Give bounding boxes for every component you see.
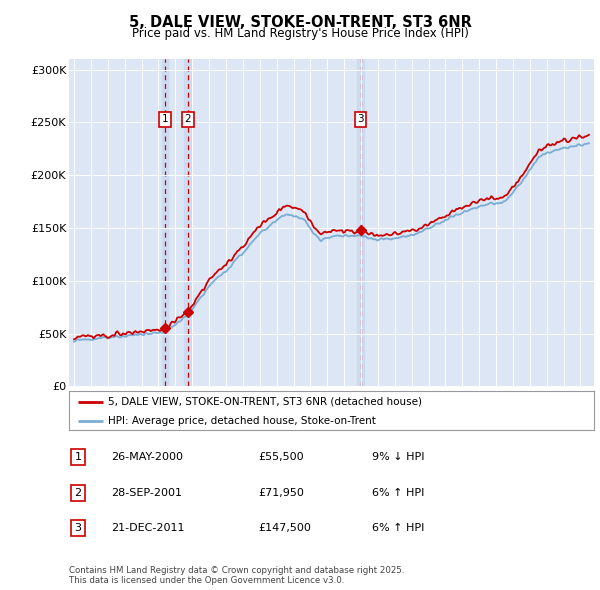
- Text: 21-DEC-2011: 21-DEC-2011: [111, 523, 185, 533]
- Text: 6% ↑ HPI: 6% ↑ HPI: [372, 488, 424, 497]
- Text: 3: 3: [357, 114, 364, 124]
- Text: £147,500: £147,500: [258, 523, 311, 533]
- Text: Contains HM Land Registry data © Crown copyright and database right 2025.
This d: Contains HM Land Registry data © Crown c…: [69, 566, 404, 585]
- Text: £71,950: £71,950: [258, 488, 304, 497]
- Text: £55,500: £55,500: [258, 453, 304, 462]
- Text: 5, DALE VIEW, STOKE-ON-TRENT, ST3 6NR (detached house): 5, DALE VIEW, STOKE-ON-TRENT, ST3 6NR (d…: [109, 396, 422, 407]
- Text: 28-SEP-2001: 28-SEP-2001: [111, 488, 182, 497]
- Text: 9% ↓ HPI: 9% ↓ HPI: [372, 453, 425, 462]
- Text: 6% ↑ HPI: 6% ↑ HPI: [372, 523, 424, 533]
- Text: HPI: Average price, detached house, Stoke-on-Trent: HPI: Average price, detached house, Stok…: [109, 416, 376, 426]
- Text: 3: 3: [74, 523, 82, 533]
- Text: 26-MAY-2000: 26-MAY-2000: [111, 453, 183, 462]
- Text: 1: 1: [162, 114, 169, 124]
- Text: 2: 2: [185, 114, 191, 124]
- Bar: [161, 59, 169, 386]
- Bar: [357, 59, 364, 386]
- Text: 5, DALE VIEW, STOKE-ON-TRENT, ST3 6NR: 5, DALE VIEW, STOKE-ON-TRENT, ST3 6NR: [128, 15, 472, 30]
- Bar: [184, 59, 191, 386]
- Text: 1: 1: [74, 453, 82, 462]
- Text: 2: 2: [74, 488, 82, 497]
- Text: Price paid vs. HM Land Registry's House Price Index (HPI): Price paid vs. HM Land Registry's House …: [131, 27, 469, 40]
